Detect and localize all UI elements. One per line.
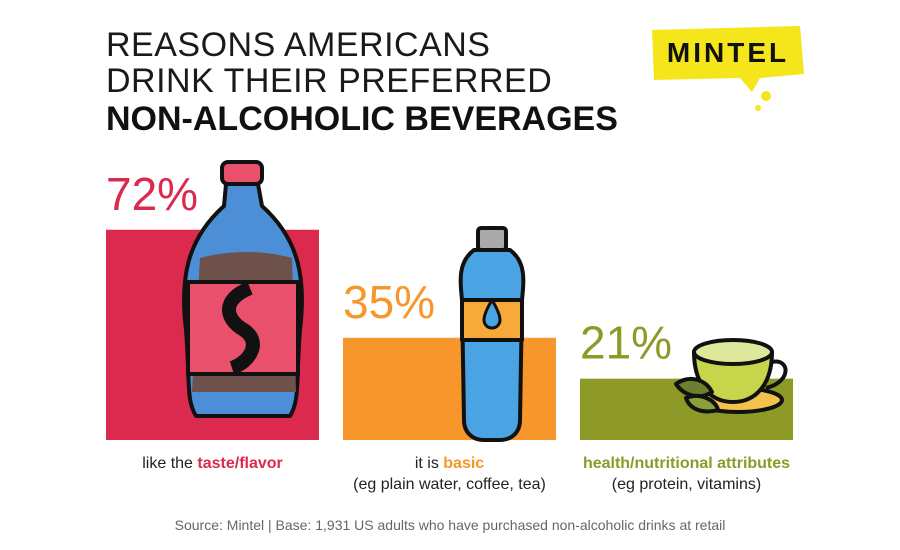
value-label: 72% — [106, 168, 198, 220]
cup-tea — [692, 338, 774, 366]
logo: MINTEL — [652, 26, 804, 111]
tea-cup — [674, 338, 788, 414]
bottle-body — [458, 248, 526, 442]
title-line: DRINK THEIR PREFERRED — [106, 62, 552, 100]
category-lead: it is — [415, 455, 439, 472]
logo-dot — [761, 91, 771, 101]
leaf — [674, 376, 714, 399]
bottle-logo — [222, 281, 260, 375]
category-note: (eg plain water, coffee, tea) — [353, 476, 546, 493]
bar — [343, 337, 556, 440]
bottle-drop — [482, 298, 502, 330]
title-emphasis: NON-ALCOHOLIC BEVERAGES — [106, 100, 618, 138]
value-label: 21% — [580, 317, 672, 369]
leaf — [684, 393, 720, 414]
category-key: basic — [443, 455, 484, 472]
bottle-cap — [476, 226, 508, 252]
logo-dot — [755, 105, 761, 111]
bottle-cap — [220, 160, 264, 186]
category-key: taste/flavor — [197, 455, 282, 472]
illustrations — [182, 160, 788, 442]
logo-text: MINTEL — [667, 37, 789, 68]
value-label: 35% — [343, 276, 435, 328]
cup-handle — [765, 359, 788, 390]
soda-bottle — [182, 160, 304, 418]
title-line: REASONS AMERICANS — [106, 26, 490, 64]
category-label: health/nutritional attributes — [583, 455, 790, 472]
category-label: like the taste/flavor — [142, 455, 283, 472]
source: Source: Mintel | Base: 1,931 US adults w… — [175, 517, 726, 533]
water-bottle — [458, 226, 526, 442]
category-note: (eg protein, vitamins) — [612, 476, 761, 493]
logo-badge — [652, 26, 804, 92]
category-lead: like the — [142, 455, 193, 472]
category-label: it is basic — [415, 455, 484, 472]
category-key: health/nutritional attributes — [583, 455, 790, 472]
cup-body — [692, 350, 774, 404]
